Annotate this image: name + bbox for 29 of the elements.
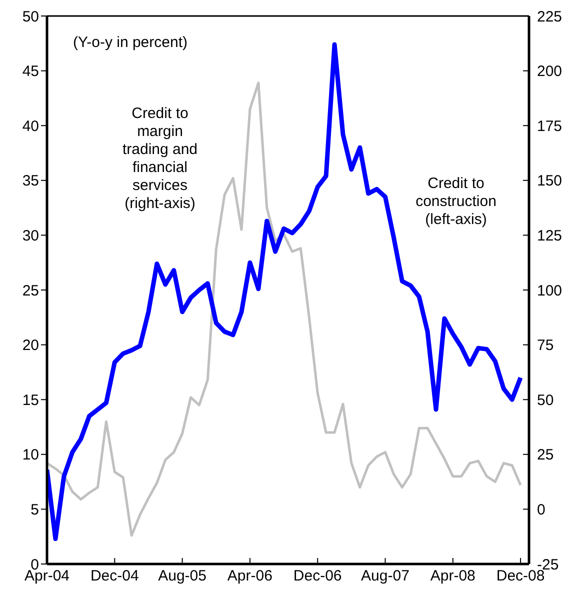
x-tick-label: Aug-07 (361, 568, 410, 585)
y-tick-label: 15 (22, 392, 39, 409)
y2-tick-label: 175 (537, 118, 562, 135)
y2-tick-label: 75 (537, 337, 554, 354)
annotation: (Y-o-y in percent) (73, 34, 188, 51)
x-tick-label: Aug-05 (158, 568, 206, 585)
x-tick-label: Dec-06 (293, 568, 342, 585)
x-tick-label: Dec-04 (90, 568, 139, 585)
series-label: Credit to construction (left-axis) (416, 175, 496, 228)
y2-tick-label: 50 (537, 392, 554, 409)
series-label: Credit to margin trading and financial services (right-axis) (122, 105, 198, 212)
x-tick-label: Apr-06 (227, 568, 272, 585)
y2-tick-label: 125 (537, 228, 562, 245)
y-tick-label: 25 (22, 282, 39, 300)
y2-tick-label: 100 (537, 282, 562, 300)
y-tick-label: 30 (22, 228, 39, 245)
x-tick-label: Apr-08 (430, 568, 476, 585)
y-tick-label: 40 (22, 118, 39, 135)
y-tick-label: 20 (22, 337, 39, 354)
y2-tick-label: 225 (537, 8, 562, 26)
y-tick-label: 50 (22, 8, 39, 26)
y2-tick-label: 200 (537, 63, 562, 80)
y2-tick-label: 25 (537, 446, 554, 464)
y-tick-label: 35 (22, 172, 39, 190)
y-tick-label: 10 (22, 446, 39, 464)
y-tick-label: 5 (30, 502, 39, 519)
y2-tick-label: 0 (537, 502, 546, 519)
y2-tick-label: 150 (537, 172, 562, 190)
y-tick-label: 45 (22, 63, 39, 80)
